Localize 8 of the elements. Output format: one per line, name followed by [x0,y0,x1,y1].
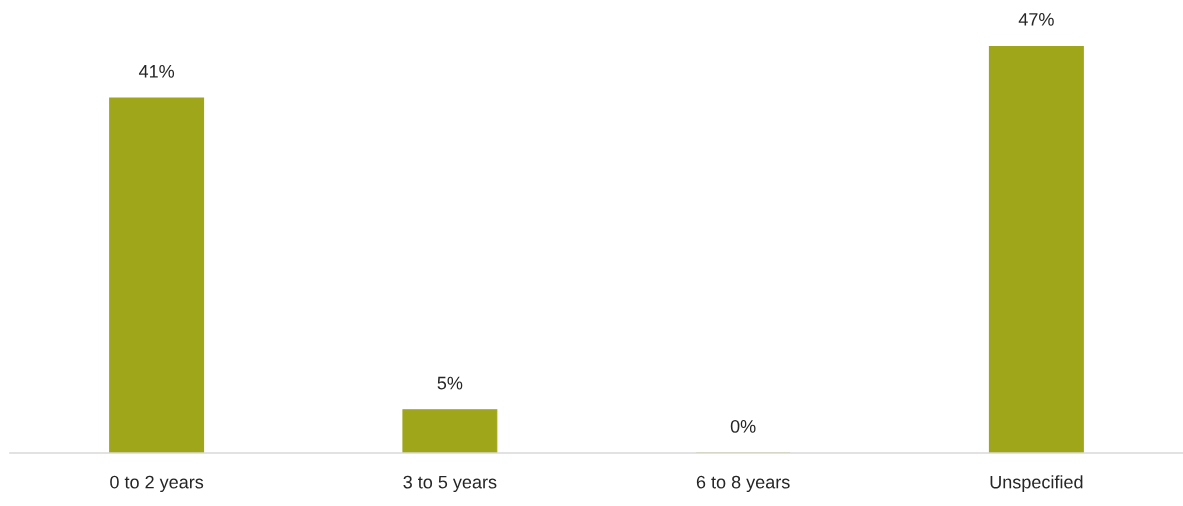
x-tick-label: 3 to 5 years [403,475,497,493]
x-tick-label: 0 to 2 years [110,475,204,493]
data-label: 47% [1018,13,1054,26]
data-label: 5% [437,376,463,390]
x-tick-label: Unspecified [990,475,1083,493]
data-label: 41% [138,65,175,78]
data-label: 0% [730,419,756,433]
x-tick-label: 6 to 8 years [696,475,790,493]
